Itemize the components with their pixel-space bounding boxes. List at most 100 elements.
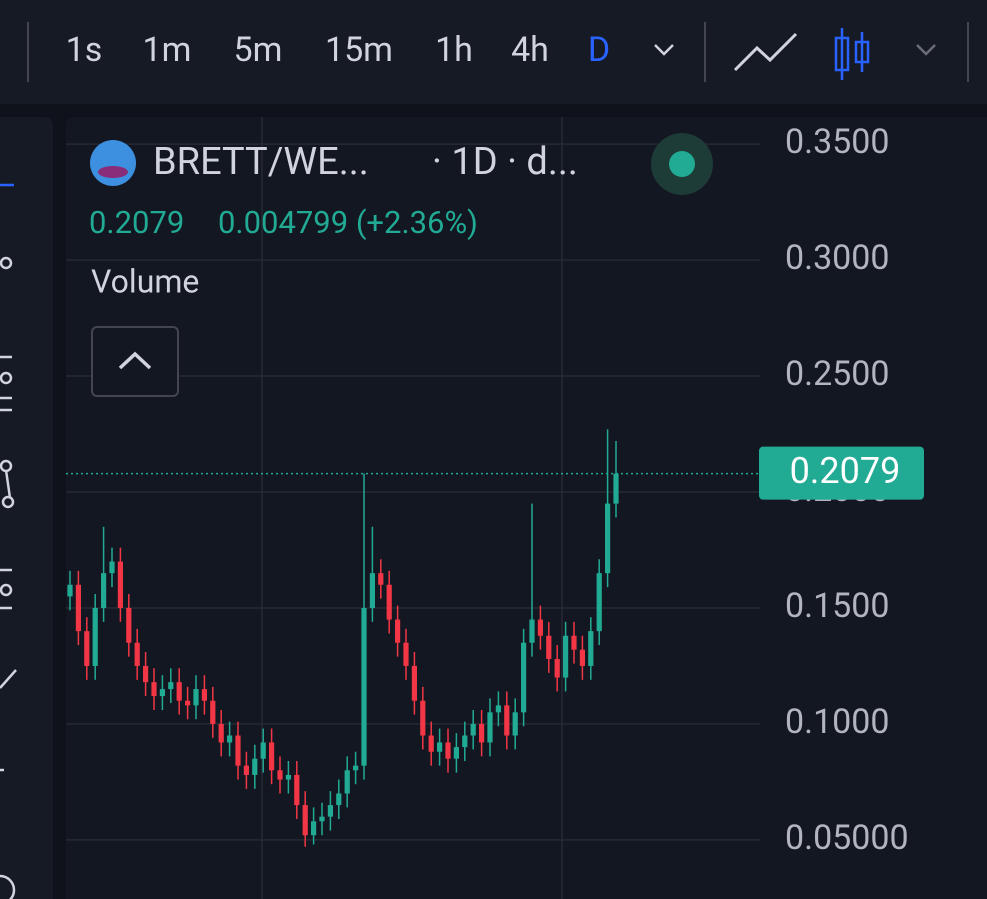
candle-body — [294, 774, 300, 806]
candle-body — [311, 821, 317, 836]
candle-body — [92, 607, 98, 666]
candle-body — [302, 805, 308, 836]
candle-body — [117, 561, 123, 608]
candle-body — [613, 473, 619, 504]
y-tick-label: 0.3000 — [785, 238, 890, 278]
candle-body — [487, 712, 493, 743]
candle-body — [235, 735, 241, 766]
candle-body — [445, 742, 451, 759]
interval-button[interactable]: 1m — [143, 30, 192, 70]
candle-body — [218, 723, 224, 743]
candle-body — [67, 584, 73, 597]
candle-body — [109, 561, 115, 574]
candle-body — [227, 735, 233, 743]
y-tick-label: 0.1500 — [785, 586, 890, 626]
interval-button[interactable]: 15m — [325, 30, 393, 70]
candle-body — [369, 573, 375, 608]
candle-body — [529, 619, 535, 643]
candle-body — [563, 635, 569, 678]
candle-body — [504, 705, 510, 736]
candle-body — [428, 735, 434, 752]
candle-body — [319, 816, 325, 822]
candle-body — [336, 793, 342, 806]
candle-body — [143, 665, 149, 683]
candle-body — [101, 573, 107, 608]
candle-body — [495, 705, 501, 713]
candle-body — [546, 635, 552, 659]
candle-body — [588, 631, 594, 666]
line-chart-button[interactable] — [733, 32, 798, 72]
interval-button[interactable]: D — [588, 30, 610, 70]
chart-panel — [66, 117, 987, 899]
candle-body — [462, 735, 468, 748]
interval-bar: 1s 1m 5m 15m 1h 4h D — [66, 30, 610, 70]
candle-body — [134, 642, 140, 666]
candle-body — [437, 742, 443, 752]
sidebar — [0, 117, 53, 899]
symbol-logo — [90, 140, 136, 186]
candle-body — [453, 747, 459, 759]
candle-body — [605, 503, 611, 574]
y-tick-label: 0.2500 — [785, 354, 890, 394]
candle-body — [159, 689, 165, 697]
candle-body — [210, 700, 216, 724]
symbol-name[interactable]: BRETT/WE... — [153, 140, 369, 184]
candle-body — [327, 805, 333, 817]
interval-button[interactable]: 1h — [435, 30, 473, 70]
candle-body — [571, 635, 577, 650]
legend-price: 0.2079 — [89, 204, 184, 241]
interval-button[interactable]: 1s — [66, 30, 103, 70]
candle-body — [75, 584, 81, 632]
candle-body — [537, 619, 543, 636]
last-price-badge — [759, 446, 924, 500]
candle-body — [353, 765, 359, 771]
collapse-button[interactable] — [91, 326, 179, 397]
toolbar-bg — [0, 0, 987, 104]
candle-body — [185, 700, 191, 706]
study-label[interactable]: Volume — [91, 262, 199, 300]
candle-body — [512, 712, 518, 736]
candle-body — [378, 573, 384, 585]
candle-body — [252, 758, 258, 775]
candle-body — [411, 665, 417, 701]
candle-body — [596, 573, 602, 632]
status-dot — [669, 151, 695, 177]
y-tick-label: 0.05000 — [785, 818, 909, 858]
symbol-logo-mouth — [98, 166, 128, 178]
candle-body — [420, 700, 426, 736]
candle-body — [193, 689, 199, 706]
last-price-label: 0.2079 — [790, 450, 901, 492]
legend-change: 0.004799 (+2.36%) — [218, 204, 478, 241]
candle-body — [521, 642, 527, 713]
interval-button[interactable]: 4h — [511, 30, 549, 70]
candle-body — [126, 607, 132, 643]
interval-button[interactable]: 5m — [234, 30, 283, 70]
y-tick-label: 0.1000 — [785, 702, 890, 742]
grid — [66, 117, 760, 899]
candle-body — [470, 723, 476, 736]
candle-body — [403, 642, 409, 666]
sidebar-tools[interactable] — [0, 183, 17, 899]
chart-type-dropdown[interactable] — [916, 44, 936, 56]
interval-dropdown[interactable] — [654, 44, 674, 56]
candle-body — [260, 742, 266, 759]
candle-body — [579, 649, 585, 666]
candle-body — [285, 774, 291, 780]
candle-chart-button[interactable] — [834, 28, 870, 80]
candle-body — [243, 765, 249, 775]
candle-body — [344, 770, 350, 794]
candle-body — [269, 742, 275, 771]
candle-body — [277, 770, 283, 780]
y-tick-label: 0.3500 — [785, 122, 890, 162]
symbol-meta: · 1D · d... — [432, 140, 578, 184]
candle-body — [479, 723, 485, 743]
candle-body — [201, 689, 207, 701]
plot — [66, 429, 760, 847]
candle-body — [361, 607, 367, 766]
candle-body — [386, 584, 392, 620]
candle-body — [168, 682, 174, 690]
candle-body — [554, 658, 560, 678]
candle-body — [151, 682, 157, 697]
